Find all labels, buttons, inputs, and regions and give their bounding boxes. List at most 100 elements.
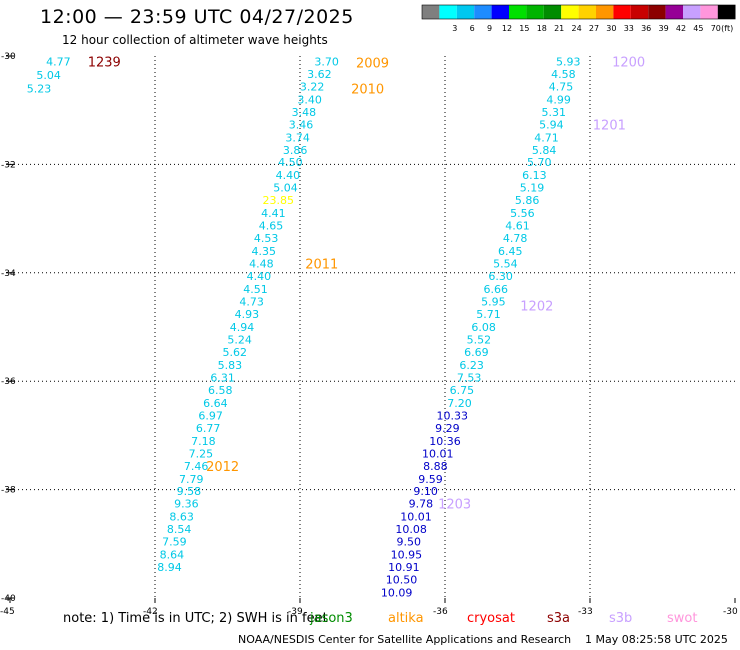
wave-height-point: 5.70 <box>527 156 552 169</box>
wave-height-point: 5.56 <box>510 207 535 220</box>
chart-axes: -30 -32 -34 -36 -38 -40 -45 -42 -39 -36 -33 -30 <box>0 52 738 617</box>
wave-height-point: 10.09 <box>381 587 413 600</box>
wave-height-point: 7.59 <box>162 536 187 549</box>
wave-height-point: 5.31 <box>542 106 567 119</box>
x-tick-label: -33 <box>578 607 593 617</box>
wave-height-point: 7.20 <box>447 397 472 410</box>
colorbar-tick-label: 9 <box>487 24 492 33</box>
pass-time-label: 2010 <box>351 83 384 98</box>
wave-height-point: 4.40 <box>247 270 272 283</box>
wave-height-point: 3.74 <box>285 131 310 144</box>
pass-time-label: 1203 <box>438 498 471 513</box>
wave-height-point: 4.50 <box>278 156 303 169</box>
pass-time-label: 1200 <box>612 55 645 70</box>
wave-height-point: 4.94 <box>230 321 255 334</box>
wave-height-point: 4.75 <box>549 80 574 93</box>
colorbar-tick-label: (ft) <box>721 24 733 33</box>
wave-height-point: 5.23 <box>27 83 52 96</box>
wave-height-point: 4.99 <box>546 93 571 106</box>
colorbar-swatch <box>700 5 718 19</box>
x-tick-label: -39 <box>288 607 303 617</box>
wave-height-point: 8.94 <box>157 561 182 574</box>
wave-height-point: 6.58 <box>208 384 233 397</box>
wave-height-point: 6.23 <box>459 359 484 372</box>
wave-height-point: 5.93 <box>556 55 581 68</box>
colorbar-swatch <box>630 5 649 19</box>
colorbar-tick-label: 70 <box>711 24 721 33</box>
colorbar-frame <box>421 4 736 20</box>
wave-height-point: 9.50 <box>397 536 422 549</box>
pass-time-label: 1201 <box>593 118 626 133</box>
wave-height-point: 5.71 <box>476 308 501 321</box>
wave-height-point: 10.01 <box>400 511 432 524</box>
wave-height-point: 10.91 <box>388 561 420 574</box>
wave-height-point: 5.95 <box>481 296 506 309</box>
wave-height-point: 23.85 <box>263 194 295 207</box>
wave-height-point: 3.62 <box>307 68 332 81</box>
wave-height-point: 9.58 <box>177 485 202 498</box>
wave-height-point: 6.75 <box>450 384 475 397</box>
colorbar-swatch <box>683 5 701 19</box>
wave-height-point: 6.77 <box>196 422 221 435</box>
y-tick-label: -36 <box>1 377 16 387</box>
page-title: 12:00 — 23:59 UTC 04/27/2025 <box>40 6 354 28</box>
wave-height-point: 8.88 <box>423 460 448 473</box>
colorbar-tick-label: 18 <box>537 24 547 33</box>
wave-height-point: 8.63 <box>169 511 194 524</box>
wave-height-point: 10.36 <box>429 435 461 448</box>
colorbar-tick-label: 3 <box>452 24 457 33</box>
wave-height-point: 3.46 <box>289 118 314 131</box>
wave-height-point: 10.01 <box>422 447 454 460</box>
colorbar-swatch <box>526 5 544 19</box>
wave-height-point: 5.86 <box>515 194 540 207</box>
chart-points: 4.775.045.233.703.623.223.403.483.463.74… <box>27 55 581 599</box>
colorbar-swatch <box>491 5 509 19</box>
x-tick-label: -45 <box>0 607 15 617</box>
wave-height-point: 7.25 <box>189 447 214 460</box>
wave-height-point: 10.33 <box>437 409 469 422</box>
pass-time-label: 1202 <box>520 299 553 314</box>
colorbar-legend: 3 6 9 12 15 18 21 24 27 30 33 36 39 42 45 70 (ft) <box>421 4 736 33</box>
colorbar-swatch <box>648 5 666 19</box>
wave-height-point: 4.71 <box>534 131 559 144</box>
chart-annotations: 1239 2009 2010 2011 2012 1200 1201 1202 1203 <box>88 55 646 512</box>
x-tick-label: -42 <box>143 607 158 617</box>
x-tick-label: -30 <box>723 607 738 617</box>
colorbar-tick-label: 45 <box>693 24 703 33</box>
satellite-legend-altika: altika <box>388 611 424 626</box>
wave-height-point: 5.52 <box>467 333 492 346</box>
wave-height-point: 10.95 <box>391 549 423 562</box>
wave-height-point: 4.65 <box>259 220 284 233</box>
pass-time-label: 2012 <box>206 460 239 475</box>
colorbar-tick-label: 6 <box>470 24 475 33</box>
colorbar-tick-label: 33 <box>624 24 634 33</box>
wave-height-point: 5.83 <box>218 359 243 372</box>
satellite-legend-s3a: s3a <box>547 611 571 626</box>
wave-height-point: 4.41 <box>261 207 286 220</box>
wave-height-point: 6.31 <box>210 371 235 384</box>
wave-height-point: 4.48 <box>249 258 274 271</box>
colorbar-tick-label: 15 <box>519 24 529 33</box>
wave-height-point: 6.13 <box>522 169 547 182</box>
wave-height-point: 8.54 <box>167 523 192 536</box>
footer-note: note: 1) Time is in UTC; 2) SWH is in fe… <box>63 611 328 626</box>
wave-height-point: 5.94 <box>539 118 564 131</box>
satellite-legend-swot: swot <box>667 611 698 626</box>
wave-height-point: 5.24 <box>227 333 252 346</box>
colorbar-swatch <box>613 5 631 19</box>
wave-height-point: 4.73 <box>239 296 264 309</box>
wave-height-point: 4.61 <box>505 220 530 233</box>
wave-height-point: 6.30 <box>488 270 513 283</box>
wave-height-point: 9.59 <box>418 473 443 486</box>
wave-height-point: 9.78 <box>409 498 434 511</box>
pass-time-label: 2009 <box>356 57 389 72</box>
colorbar-tick-label: 21 <box>554 24 564 33</box>
wave-height-point: 9.36 <box>174 498 199 511</box>
generated-time: 1 May 08:25:58 UTC 2025 <box>585 633 728 646</box>
colorbar-swatch <box>596 5 614 19</box>
wave-height-point: 9.29 <box>435 422 460 435</box>
satellite-legend-cryosat: cryosat <box>467 611 515 626</box>
wave-height-point: 10.50 <box>386 574 418 587</box>
wave-height-point: 6.64 <box>203 397 228 410</box>
